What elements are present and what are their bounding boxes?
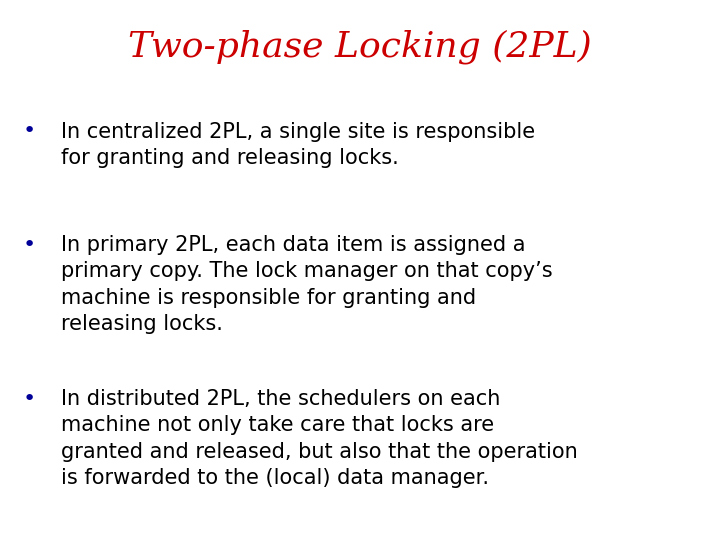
- Text: •: •: [22, 122, 35, 141]
- Text: Two-phase Locking (2PL): Two-phase Locking (2PL): [128, 30, 592, 64]
- Text: In distributed 2PL, the schedulers on each
machine not only take care that locks: In distributed 2PL, the schedulers on ea…: [61, 389, 578, 488]
- Text: In primary 2PL, each data item is assigned a
primary copy. The lock manager on t: In primary 2PL, each data item is assign…: [61, 235, 553, 334]
- Text: •: •: [22, 389, 35, 409]
- Text: In centralized 2PL, a single site is responsible
for granting and releasing lock: In centralized 2PL, a single site is res…: [61, 122, 536, 168]
- Text: •: •: [22, 235, 35, 255]
